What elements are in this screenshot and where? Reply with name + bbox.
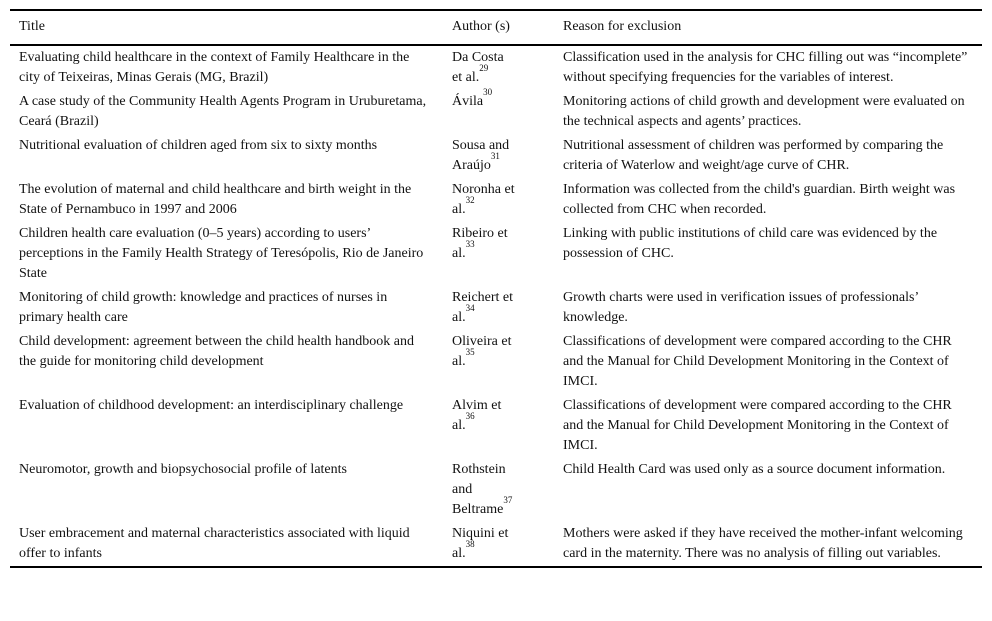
table-row: Neuromotor, growth and biopsychosocial p…: [10, 458, 982, 522]
table-row: The evolution of maternal and child heal…: [10, 178, 982, 222]
exclusion-reason-cell: Mothers were asked if they have received…: [563, 526, 963, 561]
reference-number: 32: [465, 194, 475, 205]
column-header-title: Title: [10, 10, 443, 46]
exclusion-reason-cell: Nutritional assessment of children was p…: [563, 138, 944, 173]
exclusion-reason-cell: Classification used in the analysis for …: [563, 50, 968, 85]
author-name-text: al.: [452, 354, 466, 369]
exclusion-reason-cell: Child Health Card was used only as a sou…: [563, 462, 946, 477]
reference-number: 31: [490, 150, 500, 161]
author-name-text: Oliveira et: [452, 334, 512, 349]
reference-number: 35: [465, 346, 475, 357]
author-name-text: Reichert et: [452, 290, 514, 305]
exclusion-table: Title Author (s) Reason for exclusion Ev…: [10, 9, 982, 568]
column-header-reason: Reason for exclusion: [554, 10, 982, 46]
document-page: Title Author (s) Reason for exclusion Ev…: [10, 9, 982, 568]
study-title-cell: Evaluating child healthcare in the conte…: [19, 50, 410, 85]
table-row: Children health care evaluation (0–5 yea…: [10, 222, 982, 286]
author-name-text: Noronha et: [452, 182, 515, 197]
author-name-text: al.: [452, 546, 466, 561]
author-name-text: Niquini et: [452, 526, 509, 541]
table-row: A case study of the Community Health Age…: [10, 86, 982, 134]
author-name-text: Ávila: [452, 94, 484, 109]
table-row: Evaluating child healthcare in the conte…: [10, 45, 982, 90]
author-cell: Noronha et al.32: [443, 178, 554, 222]
author-cell: Ávila30: [443, 86, 554, 134]
table-row: Nutritional evaluation of children aged …: [10, 134, 982, 178]
study-title-cell: The evolution of maternal and child heal…: [19, 182, 412, 217]
exclusion-reason-cell: Classifications of development were comp…: [563, 398, 952, 453]
author-name-text: et al.: [452, 70, 480, 85]
study-title-cell: User embracement and maternal characteri…: [19, 526, 410, 561]
author-name-text: Alvim et: [452, 398, 502, 413]
author-cell: Alvim et al.36: [443, 394, 554, 458]
table-row: Monitoring of child growth: knowledge an…: [10, 286, 982, 330]
author-name-text: al.: [452, 418, 466, 433]
table-header: Title Author (s) Reason for exclusion: [10, 10, 982, 46]
author-cell: Sousa and Araújo31: [443, 134, 554, 178]
author-cell: Reichert et al.34: [443, 286, 554, 330]
author-cell: Oliveira et al.35: [443, 330, 554, 394]
table-body: Evaluating child healthcare in the conte…: [10, 45, 982, 567]
reference-number: 38: [465, 538, 475, 549]
header-row: Title Author (s) Reason for exclusion: [10, 10, 982, 46]
reference-number: 33: [465, 238, 475, 249]
study-title-cell: A case study of the Community Health Age…: [19, 94, 427, 129]
table-row: User embracement and maternal characteri…: [10, 522, 982, 567]
exclusion-reason-cell: Growth charts were used in verification …: [563, 290, 919, 325]
table-row: Child development: agreement between the…: [10, 330, 982, 394]
table-row: Evaluation of childhood development: an …: [10, 394, 982, 458]
study-title-cell: Neuromotor, growth and biopsychosocial p…: [19, 462, 347, 477]
author-cell: Rothstein and Beltrame37: [443, 458, 554, 522]
reference-number: 30: [483, 86, 493, 97]
author-name-text: and: [452, 482, 473, 497]
exclusion-reason-cell: Monitoring actions of child growth and d…: [563, 94, 965, 129]
author-cell: Da Costa et al.29: [443, 45, 554, 90]
author-cell: Niquini et al.38: [443, 522, 554, 567]
study-title-cell: Evaluation of childhood development: an …: [19, 398, 404, 413]
exclusion-reason-cell: Information was collected from the child…: [563, 182, 956, 217]
author-name-text: Beltrame: [452, 502, 504, 517]
reference-number: 29: [479, 62, 489, 73]
study-title-cell: Monitoring of child growth: knowledge an…: [19, 290, 388, 325]
author-name-text: Araújo: [452, 158, 491, 173]
author-name-text: Ribeiro et: [452, 226, 508, 241]
author-name-text: al.: [452, 202, 466, 217]
author-name-text: al.: [452, 310, 466, 325]
author-name-text: Da Costa: [452, 50, 504, 65]
column-header-authors: Author (s): [443, 10, 554, 46]
author-cell: Ribeiro et al.33: [443, 222, 554, 286]
study-title-cell: Nutritional evaluation of children aged …: [19, 138, 378, 153]
author-name-text: al.: [452, 246, 466, 261]
reference-number: 37: [503, 494, 513, 505]
author-name-text: Rothstein: [452, 462, 506, 477]
reference-number: 36: [465, 410, 475, 421]
study-title-cell: Child development: agreement between the…: [19, 334, 414, 369]
author-name-text: Sousa and: [452, 138, 510, 153]
exclusion-reason-cell: Linking with public institutions of chil…: [563, 226, 938, 261]
exclusion-reason-cell: Classifications of development were comp…: [563, 334, 952, 389]
reference-number: 34: [465, 302, 475, 313]
study-title-cell: Children health care evaluation (0–5 yea…: [19, 226, 424, 281]
